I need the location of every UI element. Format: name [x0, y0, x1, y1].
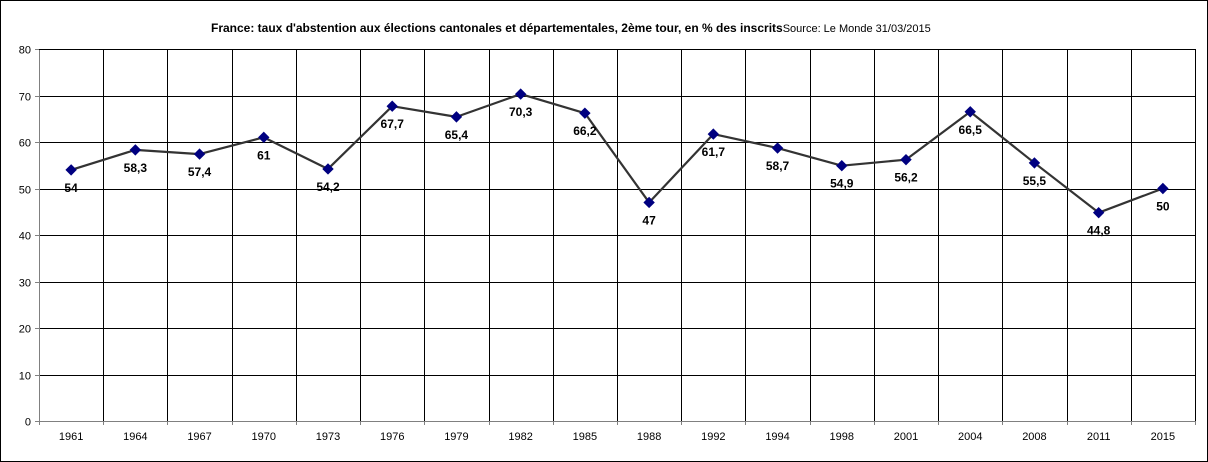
chart-title: France: taux d'abstention aux élections … — [211, 21, 931, 35]
x-tick-label: 1976 — [380, 431, 404, 443]
data-point-marker — [129, 144, 142, 156]
y-tick-label: 50 — [19, 185, 31, 197]
series-line — [70, 93, 1164, 214]
data-label: 50 — [1156, 200, 1170, 214]
x-tick-label: 1992 — [701, 431, 725, 443]
data-point-marker — [1028, 157, 1041, 169]
data-point-marker — [771, 142, 784, 154]
data-label: 66,2 — [573, 124, 597, 138]
x-tick-label: 1985 — [573, 431, 597, 443]
data-label: 44,8 — [1087, 224, 1111, 238]
data-label: 66,5 — [959, 123, 983, 137]
data-label: 54,9 — [830, 177, 854, 191]
data-point-marker — [836, 160, 848, 172]
data-label: 47 — [642, 213, 656, 227]
y-tick-label: 20 — [19, 324, 31, 336]
data-label: 65,4 — [445, 128, 469, 142]
data-point-marker — [193, 148, 206, 160]
data-point-marker — [322, 163, 334, 175]
grid-layer — [39, 49, 1196, 422]
data-point-marker — [450, 111, 463, 123]
data-label: 55,5 — [1023, 174, 1047, 188]
chart-source: Source: Le Monde 31/03/2015 — [783, 23, 931, 35]
x-tick-label: 2001 — [894, 431, 918, 443]
data-point-marker — [1157, 182, 1169, 195]
x-tick-label: 1961 — [59, 431, 83, 443]
y-tick-label: 80 — [19, 45, 31, 57]
data-label: 58,7 — [766, 159, 790, 173]
x-tick-label: 2011 — [1087, 431, 1111, 443]
data-point-marker — [900, 153, 912, 166]
axis-layer: 0 10 20 30 40 50 60 70 80 1961 1964 1967 1970 1973 197… — [19, 45, 1196, 443]
data-label: 61,7 — [702, 145, 726, 159]
x-tick-label: 1982 — [508, 431, 532, 443]
data-label: 70,3 — [509, 105, 533, 119]
x-tick-label: 1967 — [187, 431, 211, 443]
data-point-marker — [65, 164, 77, 176]
chart-title-main: France: taux d'abstention aux élections … — [211, 21, 783, 35]
data-label: 54 — [64, 181, 78, 195]
data-point-marker — [964, 106, 976, 118]
y-tick-label: 60 — [19, 138, 31, 150]
y-tick-label: 10 — [19, 371, 31, 383]
data-point-marker — [579, 107, 591, 119]
x-tick-label: 1964 — [123, 431, 147, 443]
x-tick-label: 1970 — [252, 431, 276, 443]
data-label: 57,4 — [188, 165, 212, 179]
data-point-marker — [386, 100, 398, 112]
y-tick-label: 40 — [19, 231, 31, 243]
y-tick-label: 0 — [25, 417, 31, 429]
x-tick-label: 1994 — [765, 431, 789, 443]
data-point-marker — [514, 88, 527, 100]
y-tick-label: 70 — [19, 92, 31, 104]
data-point-marker — [707, 128, 720, 140]
label-layer: 54 58,3 57,4 61 54,2 67,7 65,4 70,3 66,2 47 61,7 58… — [64, 105, 1169, 238]
data-point-marker — [1092, 206, 1105, 219]
data-label: 61 — [257, 148, 271, 162]
x-tick-label: 2008 — [1022, 431, 1046, 443]
y-tick-label: 30 — [19, 278, 31, 290]
data-label: 54,2 — [316, 180, 340, 194]
x-tick-label: 1979 — [444, 431, 468, 443]
x-tick-label: 1998 — [830, 431, 854, 443]
x-tick-label: 1973 — [316, 431, 340, 443]
data-label: 58,3 — [124, 161, 148, 175]
data-point-marker — [643, 196, 655, 209]
data-label: 67,7 — [381, 117, 405, 131]
data-label: 56,2 — [894, 171, 918, 185]
x-tick-label: 1988 — [637, 431, 661, 443]
data-point-marker — [258, 131, 270, 144]
x-tick-label: 2004 — [958, 431, 982, 443]
x-tick-label: 2015 — [1151, 431, 1175, 443]
series-layer — [65, 88, 1169, 219]
